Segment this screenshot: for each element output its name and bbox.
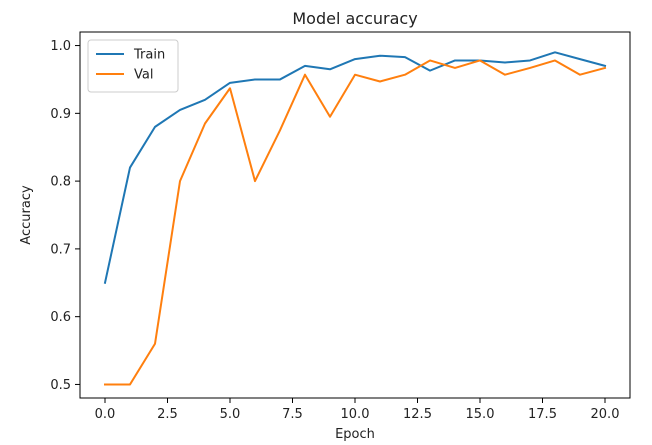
- y-tick-label: 0.5: [50, 378, 71, 393]
- x-tick-label: 2.5: [157, 407, 178, 422]
- x-tick-label: 17.5: [528, 407, 557, 422]
- legend: Train Val: [87, 39, 179, 93]
- x-tick-label: 12.5: [403, 407, 432, 422]
- x-axis-label: Epoch: [335, 427, 375, 442]
- x-tick-label: 15.0: [466, 407, 495, 422]
- y-tick-label: 0.8: [50, 175, 71, 190]
- x-tick-label: 7.5: [282, 407, 303, 422]
- legend-label-val: Val: [134, 68, 153, 83]
- chart-title: Model accuracy: [292, 9, 417, 28]
- x-tick-label: 10.0: [341, 407, 370, 422]
- series-line-val: [104, 59, 607, 386]
- y-tick-label: 0.9: [50, 107, 71, 122]
- y-tick-label: 1.0: [50, 39, 71, 54]
- y-axis-label: Accuracy: [19, 185, 34, 245]
- y-tick-label: 0.7: [50, 242, 71, 257]
- series-line-train: [103, 51, 607, 284]
- y-tick-label: 0.6: [50, 310, 71, 325]
- x-tick-label: 0.0: [95, 407, 116, 422]
- axis-ticks-layer: 0.0 2.5 5.0 7.5 10.0 12.5 15.0 17.5 20.0 0.5 0.6 0.…: [50, 39, 619, 422]
- plot-group: 0.0 2.5 5.0 7.5 10.0 12.5 15.0 17.5 20.0 0.5 0.6 0.…: [19, 9, 631, 442]
- legend-label-train: Train: [133, 48, 165, 63]
- series-layer: [103, 51, 607, 386]
- x-tick-label: 5.0: [220, 407, 241, 422]
- x-tick-label: 20.0: [591, 407, 620, 422]
